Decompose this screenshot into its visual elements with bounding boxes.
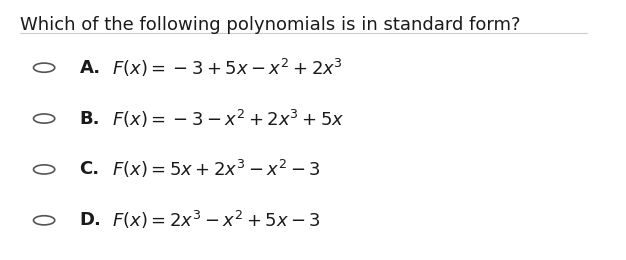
Text: $F(x) = 2x^3 - x^2 + 5x - 3$: $F(x) = 2x^3 - x^2 + 5x - 3$ bbox=[112, 209, 321, 231]
Text: C.: C. bbox=[80, 160, 100, 178]
Text: $F(x) = -3 + 5x - x^2 + 2x^3$: $F(x) = -3 + 5x - x^2 + 2x^3$ bbox=[112, 57, 343, 79]
Text: A.: A. bbox=[80, 59, 101, 77]
Text: $F(x) = -3 - x^2 + 2x^3 + 5x$: $F(x) = -3 - x^2 + 2x^3 + 5x$ bbox=[112, 107, 345, 129]
Text: D.: D. bbox=[80, 211, 101, 229]
Text: $F(x) = 5x + 2x^3 - x^2 - 3$: $F(x) = 5x + 2x^3 - x^2 - 3$ bbox=[112, 158, 321, 180]
Text: B.: B. bbox=[80, 109, 100, 128]
Text: Which of the following polynomials is in standard form?: Which of the following polynomials is in… bbox=[21, 16, 521, 34]
